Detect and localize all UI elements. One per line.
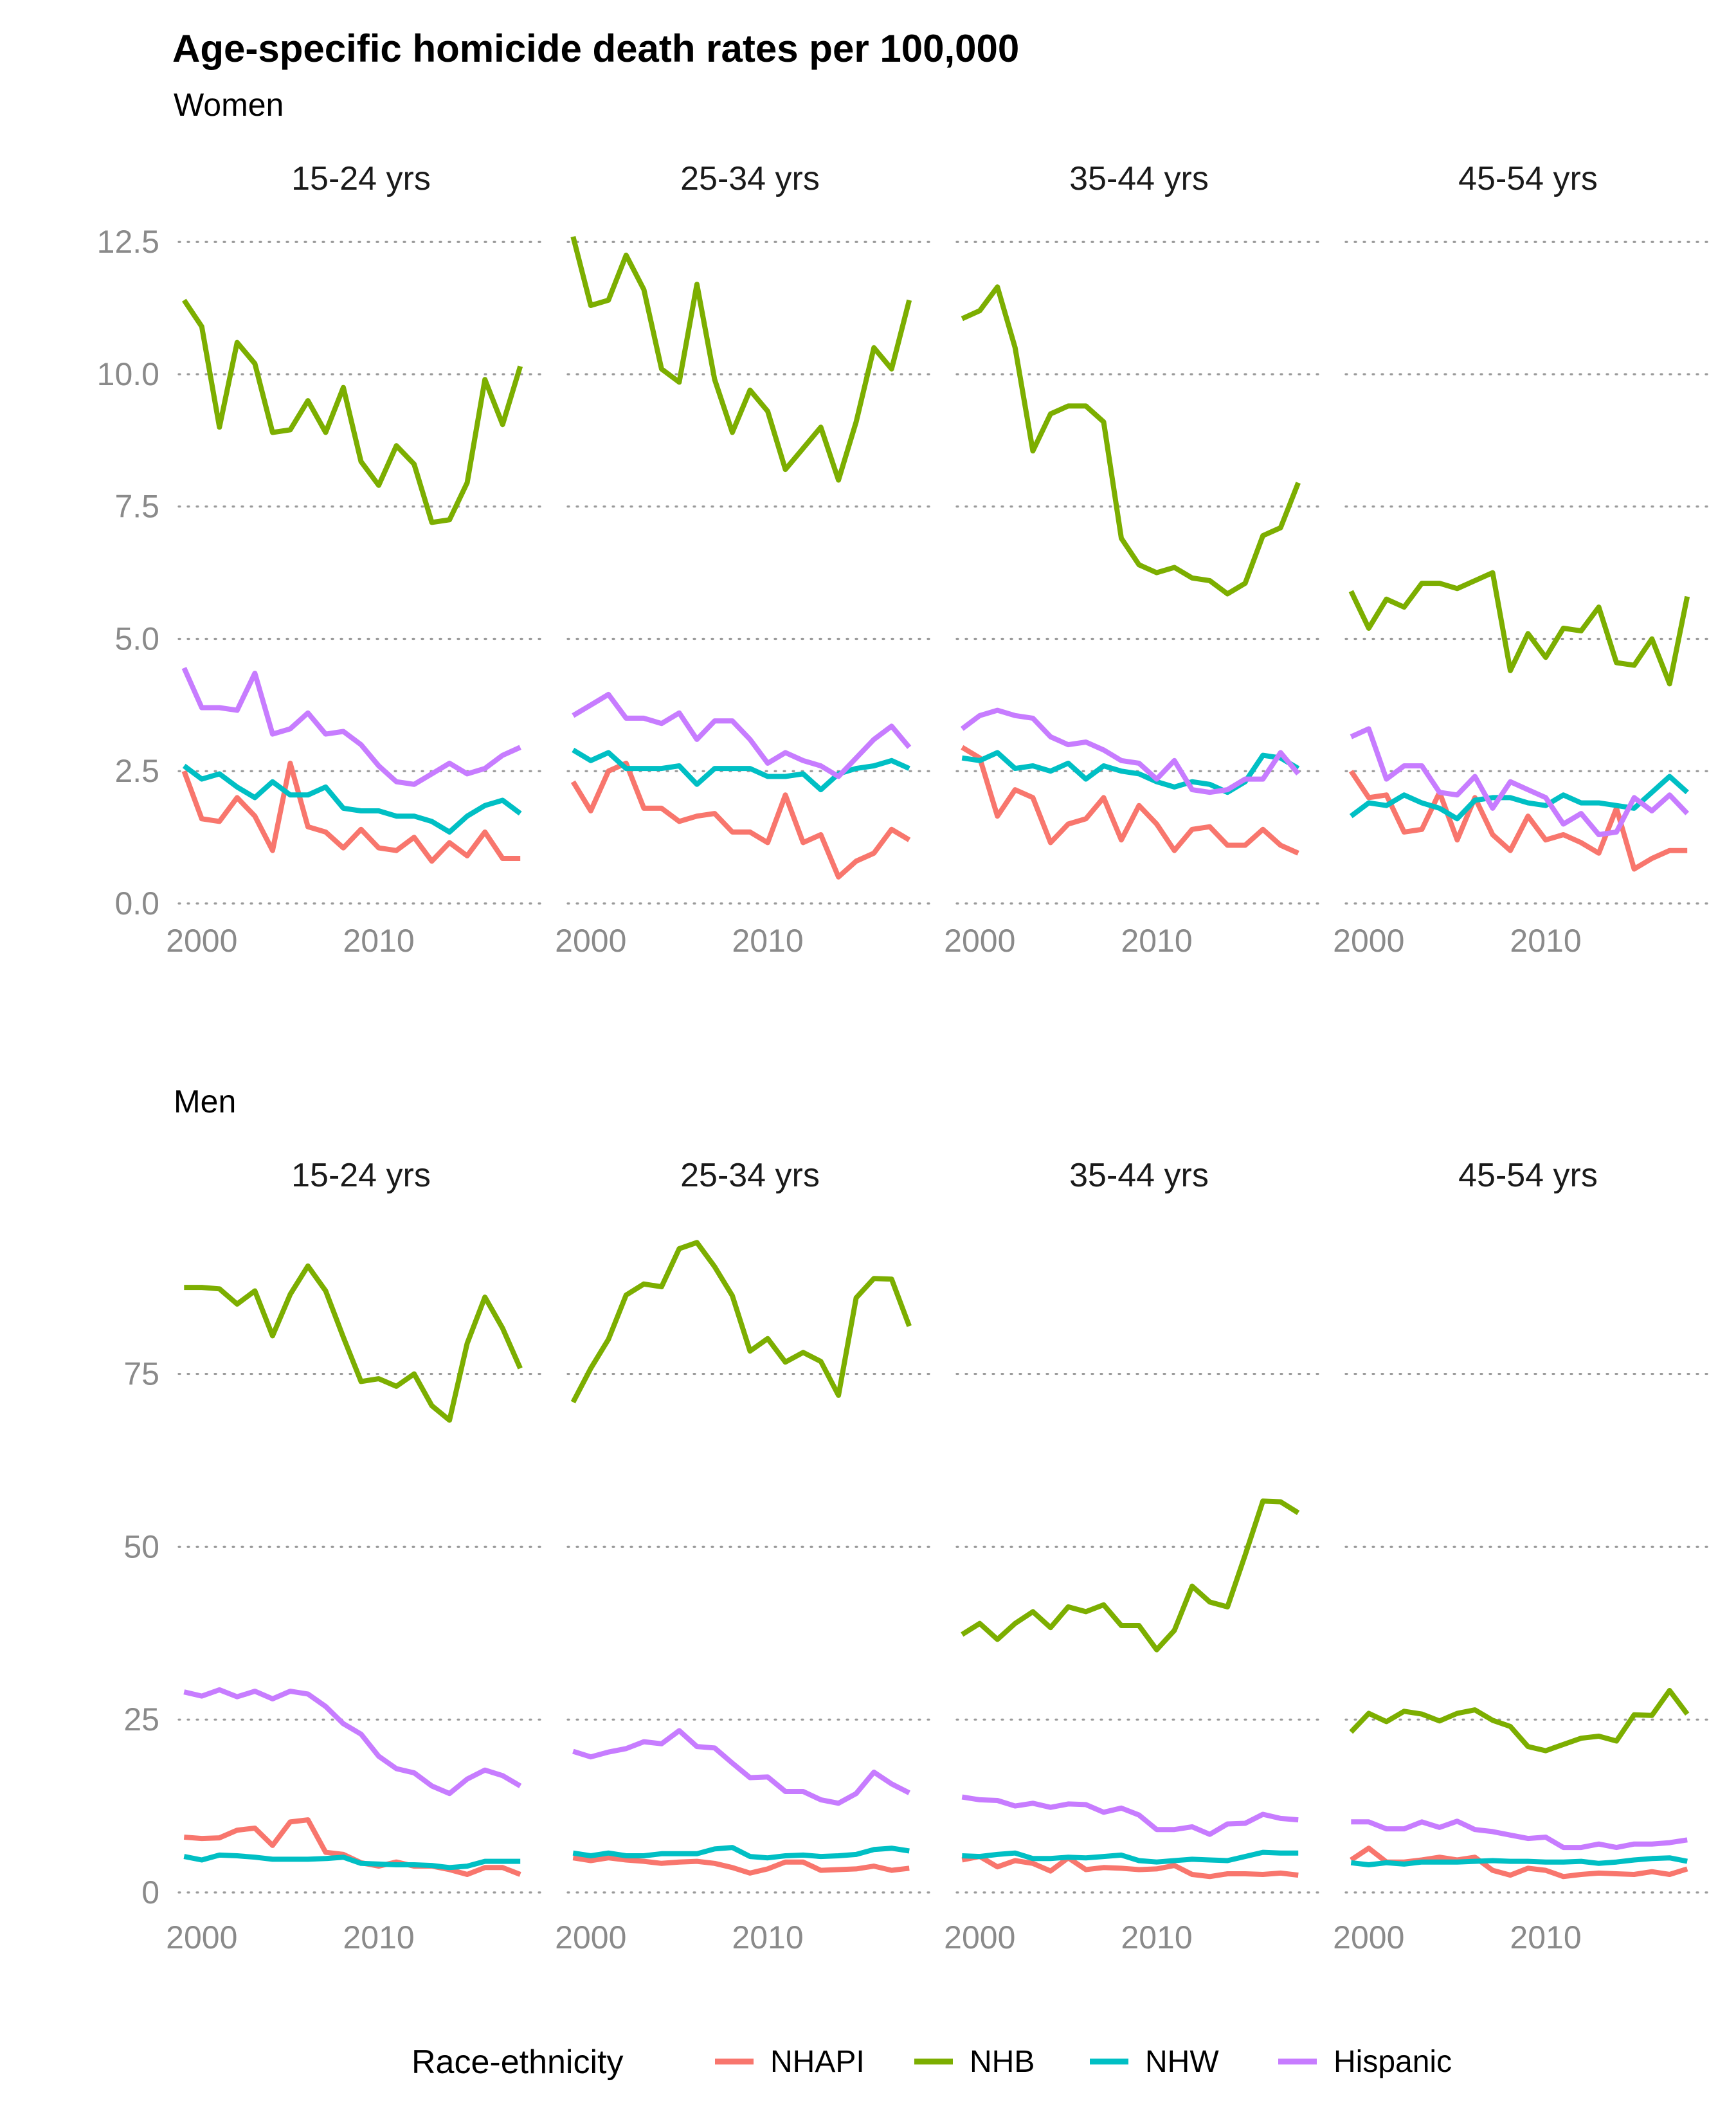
series-line-hispanic — [961, 1794, 1299, 1837]
panel-15-24-yrs: 15-24 yrs 2000 2010 — [166, 1157, 545, 1955]
series-line-hispanic — [572, 1728, 911, 1806]
series-line-nhb — [961, 284, 1301, 597]
panel-strip-label: 25-34 yrs — [680, 160, 820, 197]
series-line-hispanic — [1350, 726, 1690, 837]
x-tick-label: 2000 — [1333, 923, 1404, 959]
legend-item-hispanic: Hispanic — [1278, 2045, 1452, 2079]
panel-strip-label: 35-44 yrs — [1069, 1157, 1209, 1194]
y-tick-label: 0 — [141, 1874, 159, 1910]
series-line-nhb — [184, 1263, 523, 1423]
series-line-nhw — [962, 1849, 1299, 1865]
series-line-nhapi — [181, 760, 521, 864]
series-line-nhapi — [961, 745, 1299, 856]
series-line-nhb — [570, 236, 912, 483]
series-line-nhapi — [961, 1854, 1299, 1880]
y-tick-label: 50 — [123, 1528, 159, 1564]
x-tick-label: 2010 — [732, 1919, 803, 1955]
series-line-hispanic — [960, 707, 1301, 795]
series-line-nhw — [572, 747, 910, 793]
series-line-nhb — [961, 1498, 1300, 1653]
panel-35-44-yrs: 35-44 yrs 2000 2010 — [944, 1157, 1323, 1955]
legend-label: NHW — [1145, 2045, 1219, 2079]
panel-25-34-yrs: 25-34 yrs 2000 2010 — [555, 160, 934, 959]
y-tick-label: 75 — [123, 1356, 159, 1392]
panel-strip-label: 15-24 yrs — [291, 160, 431, 197]
panel-45-54-yrs: 45-54 yrs 2000 2010 — [1333, 1157, 1712, 1955]
x-tick-label: 2000 — [944, 1919, 1015, 1955]
x-tick-label: 2010 — [1121, 1919, 1192, 1955]
legend-item-nhapi: NHAPI — [715, 2045, 865, 2079]
series-line-nhw — [572, 1845, 910, 1861]
x-tick-label: 2000 — [555, 923, 626, 959]
series-line-nhw — [961, 750, 1300, 795]
panel-strip-label: 45-54 yrs — [1458, 1157, 1598, 1194]
y-tick-label: 7.5 — [114, 489, 159, 525]
panel-strip-label: 45-54 yrs — [1458, 160, 1598, 197]
x-tick-label: 2010 — [343, 923, 414, 959]
x-tick-label: 2000 — [944, 923, 1015, 959]
panel-45-54-yrs: 45-54 yrs 2000 2010 — [1333, 160, 1712, 959]
x-tick-label: 2000 — [1333, 1919, 1404, 1955]
series-line-nhb — [1348, 570, 1690, 687]
series-line-nhb — [181, 298, 523, 525]
series-line-nhw — [1350, 1855, 1688, 1867]
x-tick-label: 2010 — [732, 923, 803, 959]
series-line-hispanic — [183, 1687, 522, 1797]
panel-strip-label: 25-34 yrs — [680, 1157, 820, 1194]
row-subtitle: Men — [174, 1084, 236, 1120]
y-tick-label: 10.0 — [97, 356, 159, 392]
x-tick-label: 2000 — [166, 1919, 237, 1955]
panel-strip-label: 35-44 yrs — [1069, 160, 1209, 197]
x-tick-label: 2000 — [166, 923, 237, 959]
series-line-nhapi — [572, 1855, 910, 1876]
series-line-nhb — [1349, 1688, 1690, 1754]
series-line-nhw — [182, 763, 522, 835]
series-line-nhb — [570, 1240, 912, 1404]
y-tick-label: 0.0 — [114, 885, 159, 921]
panel-strip-label: 15-24 yrs — [291, 1157, 431, 1194]
series-line-hispanic — [1351, 1818, 1688, 1851]
panel-25-34-yrs: 25-34 yrs 2000 2010 — [555, 1157, 934, 1955]
legend-item-nhb: NHB — [914, 2045, 1035, 2079]
x-tick-label: 2000 — [555, 1919, 626, 1955]
legend-label: Hispanic — [1334, 2045, 1452, 2079]
x-tick-label: 2010 — [1510, 1919, 1581, 1955]
y-tick-label: 25 — [123, 1701, 159, 1737]
panel-15-24-yrs: 15-24 yrs 2000 2010 — [166, 160, 545, 959]
y-tick-label: 5.0 — [114, 621, 159, 657]
legend: Race-ethnicity NHAPI NHB NHW Hispanic — [411, 2044, 1452, 2081]
series-line-nhapi — [1348, 769, 1688, 872]
chart-rows: Women 0.0 2.5 5.0 7.5 10.0 12.5 15-24 yrs 2000 20… — [97, 87, 1712, 1955]
x-tick-label: 2010 — [343, 1919, 414, 1955]
legend-title: Race-ethnicity — [411, 2044, 623, 2081]
series-line-hispanic — [572, 691, 912, 779]
y-tick-label: 2.5 — [114, 753, 159, 789]
legend-label: NHB — [970, 2045, 1035, 2079]
y-tick-label: 12.5 — [97, 224, 159, 260]
chart-row-men: Men 0 25 50 75 15-24 yrs 2000 2010 25-34 yrs 2000… — [123, 1084, 1712, 1955]
legend-label: NHAPI — [770, 2045, 865, 2079]
row-subtitle: Women — [174, 87, 284, 123]
chart-title: Age-specific homicide death rates per 10… — [172, 27, 1019, 70]
chart-row-women: Women 0.0 2.5 5.0 7.5 10.0 12.5 15-24 yrs 2000 20… — [97, 87, 1712, 959]
x-tick-label: 2010 — [1510, 923, 1581, 959]
x-tick-label: 2010 — [1121, 923, 1192, 959]
panel-35-44-yrs: 35-44 yrs 2000 2010 — [944, 160, 1323, 959]
series-line-nhw — [183, 1852, 521, 1871]
series-line-hispanic — [181, 667, 521, 787]
series-line-nhapi — [570, 760, 911, 880]
legend-item-nhw: NHW — [1090, 2045, 1219, 2079]
